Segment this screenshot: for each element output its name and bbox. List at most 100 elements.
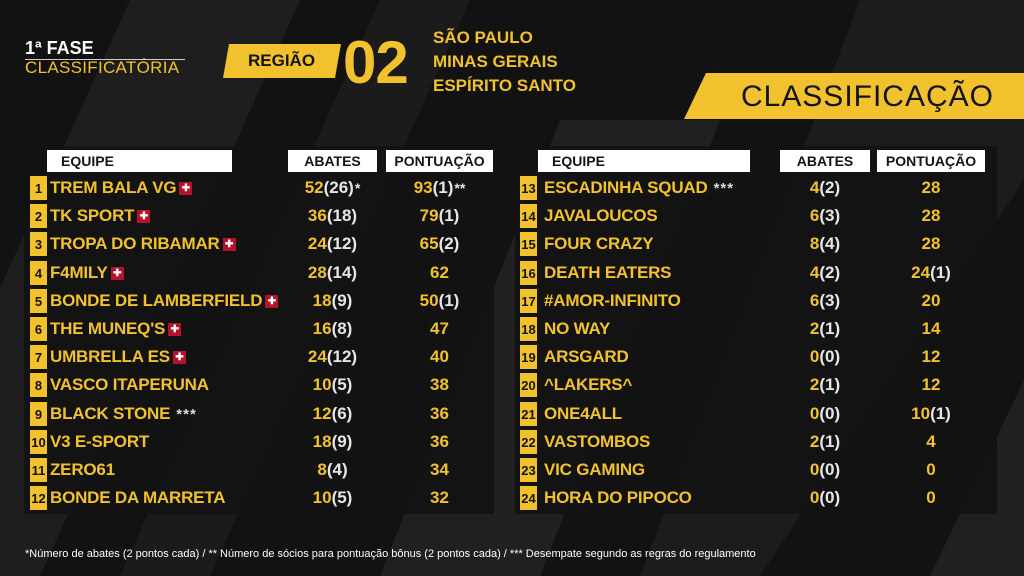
points-value: 47 [386,317,493,341]
kills-value-number: 6 [809,291,820,310]
points-value-detail: (1) [432,178,454,197]
team-name-text: ZERO61 [50,460,115,479]
phase-block: 1ª FASE CLASSIFICATÓRIA [25,38,190,78]
rank-badge: 4 [30,261,47,285]
rank-badge: 13 [520,176,537,200]
kills-value-detail: (0) [819,404,841,423]
points-value-number: 36 [430,404,449,423]
kills-value: 8 (4) [288,458,377,482]
team-name-text: THE MUNEQ'S [50,319,166,338]
cross-badge-icon: ✚ [168,322,182,336]
kills-value: 2 (1) [780,430,870,454]
team-name: VASCO ITAPERUNA [50,373,209,397]
team-name-text: TK SPORT [50,206,135,225]
team-name: JAVALOUCOS [544,204,658,228]
kills-value-detail: (0) [819,488,841,507]
cross-badge-icon: ✚ [137,209,151,223]
tiebreak-note: *** [713,179,735,197]
kills-value-number: 2 [809,375,820,394]
points-value-number: 24 [911,263,931,282]
team-name: BONDE DE LAMBERFIELD ✚ [50,289,279,313]
kills-value-number: 6 [809,206,820,225]
team-name-text: VIC GAMING [544,460,645,479]
kills-value: 6 (3) [780,289,870,313]
kills-value: 2 (1) [780,373,870,397]
points-value: 65 (2) [386,232,493,256]
team-name-text: VASTOMBOS [544,432,651,451]
phase-subtitle: CLASSIFICATÓRIA [25,58,180,77]
kills-value-number: 0 [809,460,820,479]
points-value: 36 [386,430,493,454]
team-name-text: DEATH EATERS [544,263,672,282]
cross-badge-icon: ✚ [265,294,279,308]
team-name-text: V3 E-SPORT [50,432,150,451]
column-header-points: PONTUAÇÃO [877,150,985,172]
classification-title: CLASSIFICAÇÃO [740,80,994,113]
team-name: ONE4ALL [544,402,622,426]
rank-badge: 2 [30,204,47,228]
points-value-number: 0 [926,460,936,479]
team-name-text: ESCADINHA SQUAD [544,178,708,197]
kills-value-number: 10 [312,488,332,507]
region-label: REGIÃO [223,44,341,78]
region-number: 02 [343,29,409,96]
points-value: 62 [386,261,493,285]
points-value: 32 [386,486,493,510]
points-value-number: 32 [430,488,449,507]
rank-badge: 3 [30,232,47,256]
team-name-text: VASCO ITAPERUNA [50,375,209,394]
kills-value-detail: (4) [819,234,841,253]
team-name: BLACK STONE *** [50,402,197,426]
rank-badge: 20 [520,373,537,397]
kills-value: 24 (12) [288,232,377,256]
points-value: 20 [877,289,985,313]
kills-value-detail: (9) [331,291,353,310]
kills-value-detail: (4) [326,460,348,479]
team-name: ZERO61 [50,458,115,482]
points-value-number: 28 [921,206,941,225]
rank-badge: 21 [520,402,537,426]
state-name: ESPÍRITO SANTO [433,76,576,95]
kills-value: 4 (2) [780,176,870,200]
kills-value-detail: (0) [819,460,841,479]
team-name-text: ARSGARD [544,347,629,366]
points-value: 93 (1) ** [386,176,493,200]
kills-value: 0 (0) [780,402,870,426]
points-value: 34 [386,458,493,482]
points-value: 24 (1) [877,261,985,285]
kills-value-number: 8 [317,460,327,479]
rank-badge: 14 [520,204,537,228]
rank-badge: 8 [30,373,47,397]
column-header-team: EQUIPE [47,150,232,172]
points-value-number: 93 [413,178,433,197]
team-name: ^LAKERS^ [544,373,632,397]
points-value: 28 [877,204,985,228]
kills-value-number: 8 [809,234,820,253]
team-name: FOUR CRAZY [544,232,654,256]
points-value-number: 28 [921,234,941,253]
kills-value-detail: (14) [326,263,358,282]
tiebreak-note: *** [176,405,197,423]
points-value-number: 34 [430,460,449,479]
points-value-detail: (1) [930,263,951,282]
kills-value-number: 52 [304,178,324,197]
rank-badge: 10 [30,430,47,454]
points-value: 0 [877,486,985,510]
kills-value: 10 (5) [288,486,377,510]
points-value: 10 (1) [877,402,985,426]
team-name: HORA DO PIPOCO [544,486,692,510]
kills-value-number: 36 [307,206,327,225]
footnote: *Número de abates (2 pontos cada) / ** N… [25,548,756,560]
points-value-number: 62 [430,263,449,282]
points-value: 36 [386,402,493,426]
column-header-kills: ABATES [288,150,377,172]
kills-value: 0 (0) [780,345,870,369]
rank-badge: 17 [520,289,537,313]
kills-value-number: 2 [809,319,820,338]
points-value-number: 79 [419,206,439,225]
rank-badge: 6 [30,317,47,341]
rank-badge: 1 [30,176,47,200]
state-name: SÃO PAULO [433,28,533,47]
team-name: TROPA DO RIBAMAR ✚ [50,232,236,256]
kills-value-detail: (6) [331,404,353,423]
